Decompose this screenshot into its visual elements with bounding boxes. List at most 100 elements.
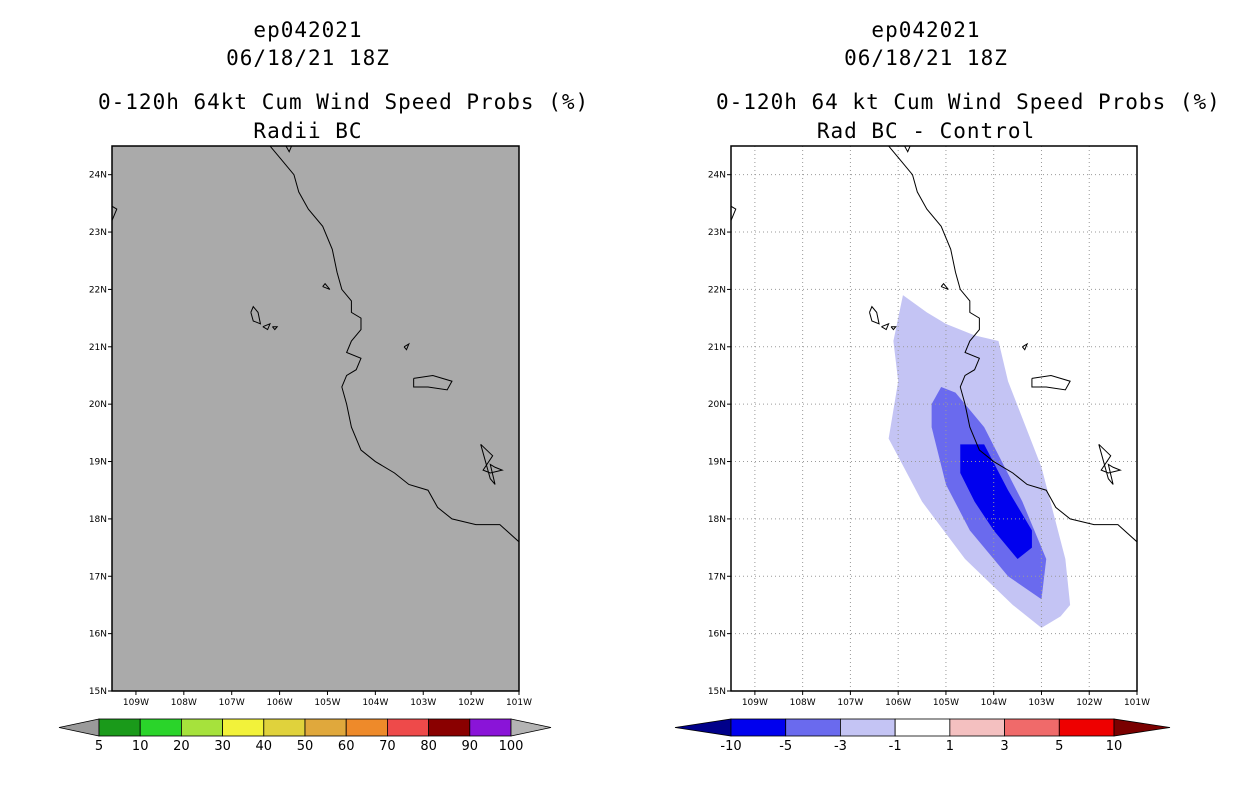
left-land-fill bbox=[112, 146, 519, 691]
colorbar-label: 5 bbox=[1055, 739, 1063, 754]
colorbar-label: -10 bbox=[720, 739, 741, 754]
coastline-path bbox=[269, 146, 519, 543]
lon-tick-label: 109W bbox=[123, 698, 149, 708]
colorbar-swatch bbox=[1004, 718, 1060, 737]
lon-tick-label: 106W bbox=[267, 698, 293, 708]
island-outline bbox=[272, 326, 279, 331]
contour-level--5 bbox=[960, 444, 1032, 560]
colorbar-swatch bbox=[730, 718, 787, 737]
lat-tick-label: 24N bbox=[89, 171, 107, 181]
lon-tick-label: 106W bbox=[885, 698, 911, 708]
island-outline bbox=[413, 374, 453, 391]
colorbar-label: 80 bbox=[420, 739, 437, 754]
lat-tick-label: 16N bbox=[89, 630, 107, 640]
island-outline bbox=[903, 146, 911, 153]
lon-tick-label: 108W bbox=[171, 698, 197, 708]
colorbar-label: 40 bbox=[256, 739, 273, 754]
lon-tick-label: 105W bbox=[314, 698, 340, 708]
left-datetime: 06/18/21 18Z bbox=[226, 46, 390, 70]
lat-tick-label: 21N bbox=[89, 343, 107, 353]
lat-tick-label: 22N bbox=[708, 285, 726, 295]
right-datetime: 06/18/21 18Z bbox=[844, 46, 1008, 70]
lat-tick-label: 15N bbox=[89, 687, 107, 697]
colorbar-end-low bbox=[674, 718, 732, 737]
colorbar-swatch bbox=[345, 718, 388, 737]
colorbar-swatch bbox=[894, 718, 951, 737]
colorbar-swatch bbox=[386, 718, 429, 737]
colorbar-swatch bbox=[949, 718, 1005, 737]
lon-tick-label: 103W bbox=[1028, 698, 1054, 708]
colorbar-swatch bbox=[428, 718, 471, 737]
lat-tick-label: 24N bbox=[708, 171, 726, 181]
colorbar-label: 60 bbox=[338, 739, 355, 754]
island-outline bbox=[1031, 374, 1071, 391]
island-outline bbox=[262, 322, 271, 331]
colorbar-label: 90 bbox=[462, 739, 479, 754]
left-subtitle: Radii BC bbox=[253, 119, 363, 143]
lon-tick-label: 102W bbox=[458, 698, 484, 708]
right-gridlines bbox=[731, 146, 1137, 691]
colorbar-label: 5 bbox=[95, 739, 103, 754]
colorbar-swatch bbox=[180, 718, 223, 737]
island-outline bbox=[1021, 342, 1029, 351]
left-lon-axis: 109W 108W 107W 106W 105W 104W 103W 102W 101W bbox=[123, 691, 532, 708]
island-outline bbox=[869, 305, 880, 325]
coastline-path bbox=[887, 146, 1137, 543]
lat-tick-label: 17N bbox=[708, 572, 726, 582]
island-outline bbox=[403, 342, 410, 351]
colorbar-label: 20 bbox=[173, 739, 190, 754]
right-lon-axis: 109W 108W 107W 106W 105W 104W 103W 102W 101W bbox=[742, 691, 1150, 708]
colorbar-swatch bbox=[222, 718, 265, 737]
left-title: 0-120h 64kt Cum Wind Speed Probs (%) bbox=[98, 90, 590, 114]
lon-tick-label: 109W bbox=[742, 698, 768, 708]
colorbar-label: 10 bbox=[132, 739, 149, 754]
colorbar-end-high bbox=[1113, 718, 1171, 737]
island-outline bbox=[322, 282, 331, 290]
island-outline bbox=[890, 326, 897, 331]
right-subtitle: Rad BC - Control bbox=[816, 119, 1036, 143]
lon-tick-label: 103W bbox=[410, 698, 436, 708]
colorbar-end-high bbox=[510, 718, 552, 737]
lat-tick-label: 17N bbox=[89, 572, 107, 582]
colorbar-swatch bbox=[785, 718, 841, 737]
island-outline bbox=[881, 322, 890, 331]
right-lat-axis: 24N 23N 22N 21N 20N 19N 18N 17N 16N 15N bbox=[708, 171, 731, 697]
left-lat-axis: 24N 23N 22N 21N 20N 19N 18N 17N 16N 15N bbox=[89, 171, 112, 697]
colorbar-swatch bbox=[139, 718, 182, 737]
lat-tick-label: 23N bbox=[708, 228, 726, 238]
colorbar-label: 50 bbox=[297, 739, 314, 754]
colorbar-label: 70 bbox=[379, 739, 396, 754]
lat-tick-label: 15N bbox=[708, 687, 726, 697]
lon-tick-label: 104W bbox=[362, 698, 388, 708]
colorbar-swatch bbox=[840, 718, 896, 737]
lat-tick-label: 18N bbox=[89, 515, 107, 525]
colorbar-label: -5 bbox=[779, 739, 792, 754]
colorbar-label: 30 bbox=[214, 739, 231, 754]
lon-tick-label: 104W bbox=[981, 698, 1007, 708]
colorbar-end-low bbox=[58, 718, 100, 737]
lat-tick-label: 19N bbox=[89, 458, 107, 468]
right-coastline bbox=[731, 146, 1137, 543]
lat-tick-label: 21N bbox=[708, 343, 726, 353]
lon-tick-label: 108W bbox=[790, 698, 816, 708]
colorbar-label: -3 bbox=[834, 739, 847, 754]
lat-tick-label: 22N bbox=[89, 285, 107, 295]
lat-tick-label: 16N bbox=[708, 630, 726, 640]
colorbar-label: 100 bbox=[499, 739, 524, 754]
left-colorbar: 5 10 20 30 40 50 60 70 80 90 100 bbox=[58, 718, 552, 754]
island-outline bbox=[940, 282, 949, 290]
colorbar-label: 1 bbox=[946, 739, 954, 754]
lat-tick-label: 23N bbox=[89, 228, 107, 238]
right-storm-id: ep042021 bbox=[871, 18, 981, 42]
lon-tick-label: 105W bbox=[933, 698, 959, 708]
colorbar-swatch bbox=[469, 718, 512, 737]
lon-tick-label: 101W bbox=[506, 698, 532, 708]
lon-tick-label: 107W bbox=[837, 698, 863, 708]
colorbar-swatch bbox=[1058, 718, 1115, 737]
lat-tick-label: 18N bbox=[708, 515, 726, 525]
island-outline bbox=[250, 305, 262, 325]
island-outline bbox=[1098, 443, 1122, 485]
